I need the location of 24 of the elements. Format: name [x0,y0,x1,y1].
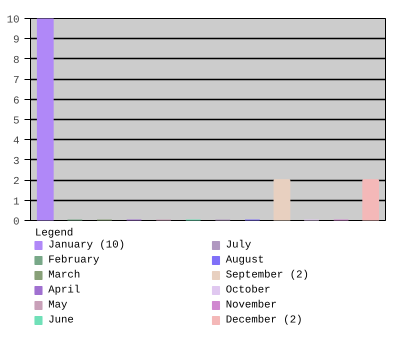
legend-label: November [226,300,277,312]
y-tick-label: 6 [13,95,20,108]
legend-label: March [48,270,80,282]
legend-label: January (10) [48,240,125,252]
legend-label: September (2) [226,270,309,282]
legend-label: August [226,254,264,266]
y-tick-label: 7 [13,75,20,88]
legend-title: Legend [34,228,74,240]
y-tick-label: 9 [13,34,20,47]
legend-label: December (2) [226,314,302,326]
legend-label: February [48,254,100,266]
y-tick-label: 2 [13,176,20,188]
legend-label: April [48,284,80,296]
legend-label: October [226,284,271,296]
y-tick-label: 3 [13,156,20,168]
legend-label: July [226,240,252,252]
y-tick-label: 10 [6,14,20,26]
legend-label: June [48,314,74,326]
y-tick-label: 8 [13,54,20,67]
y-tick-label: 1 [13,196,20,208]
y-tick-label: 0 [13,216,20,228]
y-tick-label: 4 [13,136,20,148]
y-tick-label: 5 [13,116,20,128]
legend-label: May [48,300,68,312]
